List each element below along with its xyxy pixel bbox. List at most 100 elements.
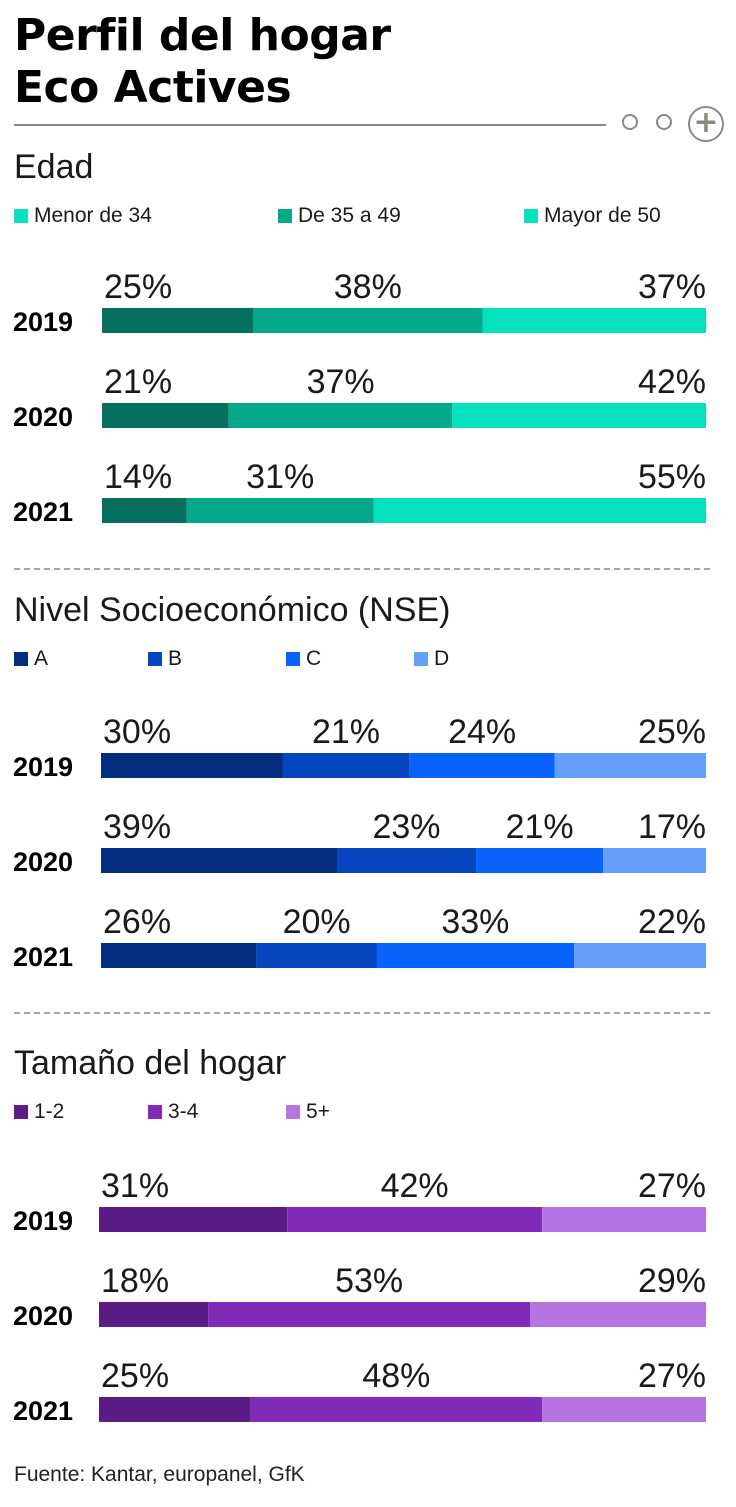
data-label: 18% — [101, 1262, 169, 1300]
year-label: 2019 — [13, 307, 73, 337]
legend-label: C — [306, 647, 321, 670]
year-label: 2020 — [13, 402, 73, 432]
bar-segment — [101, 753, 283, 778]
bar-segment — [530, 1302, 706, 1327]
bar-segment — [574, 943, 706, 968]
bar-segment — [101, 943, 257, 968]
legend-label: De 35 a 49 — [298, 204, 401, 227]
data-label: 24% — [448, 713, 516, 751]
data-label: 27% — [638, 1167, 706, 1205]
page-indicator-dot-1[interactable] — [622, 114, 638, 130]
data-label: 21% — [104, 363, 172, 401]
bar-segment — [373, 498, 706, 523]
bar-segment — [542, 1397, 706, 1422]
section-divider-1 — [14, 568, 710, 570]
page-indicator-dot-2[interactable] — [656, 114, 672, 130]
bar-segment — [99, 1207, 288, 1232]
chart-2: Nivel Socioeconómico (NSE) A B C D 2019 30% 21%… — [13, 591, 707, 972]
bar-segment — [282, 753, 410, 778]
data-label: 22% — [638, 903, 706, 941]
legend-label: 5+ — [306, 1100, 330, 1123]
plus-circle-icon[interactable]: + — [688, 106, 724, 142]
legend-label: A — [34, 647, 48, 670]
legend-label: Mayor de 50 — [544, 204, 661, 227]
bar-segment — [186, 498, 374, 523]
data-label: 42% — [638, 363, 706, 401]
year-label: 2021 — [13, 497, 73, 527]
data-label: 27% — [638, 1357, 706, 1395]
data-label: 31% — [246, 458, 314, 496]
data-label: 42% — [381, 1167, 449, 1205]
chart-title: Tamaño del hogar — [14, 1044, 286, 1082]
data-label: 39% — [103, 808, 171, 846]
legend-swatch — [148, 652, 162, 666]
bar-segment — [337, 848, 477, 873]
bar-segment — [452, 403, 706, 428]
legend-swatch — [148, 1105, 162, 1119]
bar-segment — [102, 403, 229, 428]
legend-swatch — [524, 209, 538, 223]
bar-segment — [603, 848, 706, 873]
data-label: 25% — [101, 1357, 169, 1395]
data-label: 25% — [104, 268, 172, 306]
legend-label: B — [168, 647, 182, 670]
year-label: 2020 — [13, 1301, 73, 1331]
bar-segment — [253, 308, 483, 333]
data-label: 55% — [638, 458, 706, 496]
title-line-2: Eco Actives — [14, 62, 292, 113]
data-label: 53% — [335, 1262, 403, 1300]
bar-segment — [542, 1207, 706, 1232]
legend-swatch — [14, 652, 28, 666]
legend-label: 3-4 — [168, 1100, 199, 1123]
data-label: 17% — [638, 808, 706, 846]
chart-3: Tamaño del hogar 1-2 3-4 5+ 2019 31% 42% 27% 202… — [13, 1044, 706, 1426]
legend-label: 1-2 — [34, 1100, 64, 1123]
bar-segment — [99, 1302, 209, 1327]
source-note: Fuente: Kantar, europanel, GfK — [14, 1463, 305, 1486]
bar-segment — [482, 308, 706, 333]
legend-swatch — [14, 209, 28, 223]
legend-label: D — [434, 647, 449, 670]
data-label: 14% — [104, 458, 172, 496]
title-divider — [14, 124, 606, 126]
bar-segment — [554, 753, 707, 778]
data-label: 23% — [372, 808, 440, 846]
data-label: 25% — [638, 713, 706, 751]
bar-segment — [250, 1397, 543, 1422]
data-label: 37% — [307, 363, 375, 401]
data-label: 31% — [101, 1167, 169, 1205]
data-label: 48% — [362, 1357, 430, 1395]
bar-segment — [476, 848, 604, 873]
bar-segment — [99, 1397, 251, 1422]
legend-swatch — [14, 1105, 28, 1119]
legend-label: Menor de 34 — [34, 204, 152, 227]
legend-swatch — [278, 209, 292, 223]
data-label: 21% — [312, 713, 380, 751]
year-label: 2021 — [13, 942, 73, 972]
bar-segment — [208, 1302, 531, 1327]
data-label: 20% — [283, 903, 351, 941]
data-label: 38% — [334, 268, 402, 306]
year-label: 2019 — [13, 1206, 73, 1236]
chart-title: Nivel Socioeconómico (NSE) — [14, 591, 451, 629]
page-title: Perfil del hogar Eco Actives — [14, 10, 574, 114]
bar-segment — [287, 1207, 543, 1232]
data-label: 37% — [638, 268, 706, 306]
bar-segment — [228, 403, 453, 428]
data-label: 33% — [441, 903, 509, 941]
legend-swatch — [286, 1105, 300, 1119]
bar-segment — [256, 943, 377, 968]
bar-segment — [102, 308, 253, 333]
legend-swatch — [286, 652, 300, 666]
year-label: 2021 — [13, 1396, 73, 1426]
data-label: 29% — [638, 1262, 706, 1300]
bar-segment — [101, 848, 337, 873]
year-label: 2019 — [13, 752, 73, 782]
bar-segment — [102, 498, 187, 523]
bar-segment — [409, 753, 555, 778]
title-line-1: Perfil del hogar — [14, 10, 391, 61]
chart-title: Edad — [14, 148, 93, 186]
chart-1: Edad Menor de 34 De 35 a 49 Mayor de 50 2019… — [13, 148, 706, 527]
bar-segment — [376, 943, 575, 968]
